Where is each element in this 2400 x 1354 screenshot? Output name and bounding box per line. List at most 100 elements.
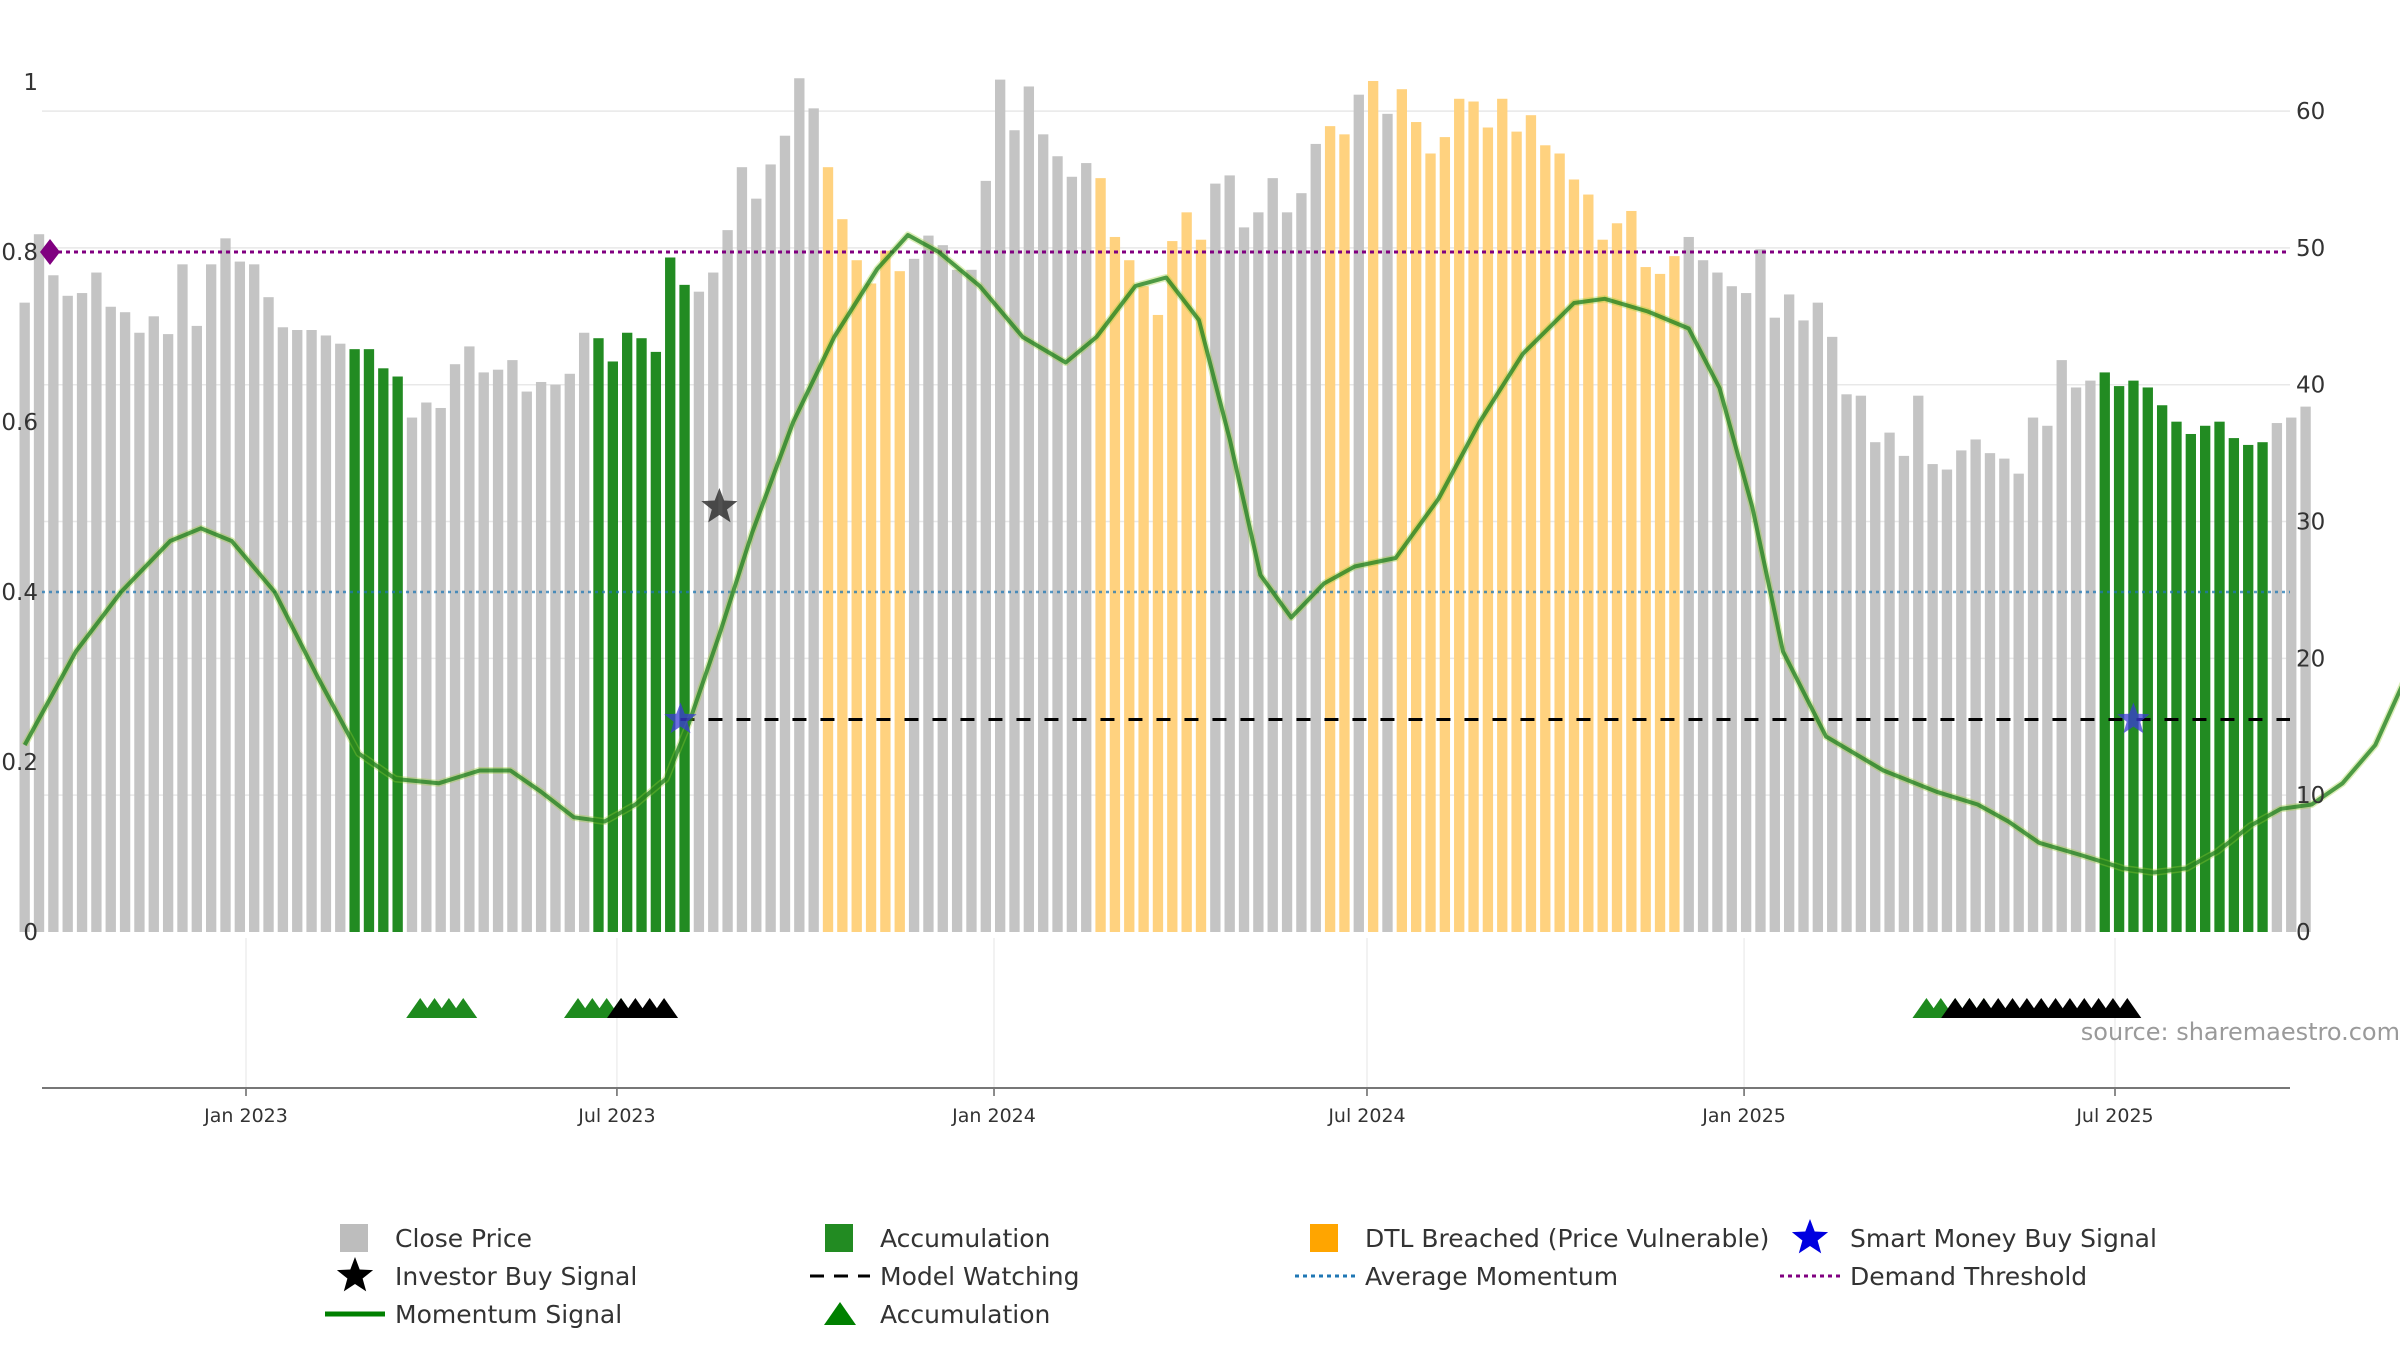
- price-bar: [622, 332, 633, 933]
- price-bar: [91, 272, 102, 932]
- y-right-tick-label: 30: [2296, 510, 2325, 536]
- price-bar: [320, 335, 332, 932]
- lower-panel: [406, 998, 2142, 1018]
- accumulation-triangle-black: [650, 998, 679, 1018]
- price-bar: [1296, 193, 1307, 932]
- price-bar: [923, 235, 934, 932]
- price-bar: [2027, 417, 2039, 933]
- price-bar: [1927, 464, 1938, 932]
- price-bar: [1540, 145, 1551, 932]
- x-tick-label: Jul 2025: [2075, 1105, 2153, 1127]
- investor-star: [701, 488, 738, 523]
- price-bar: [1683, 236, 1694, 933]
- price-bar: [2300, 406, 2311, 933]
- price-bar: [1482, 127, 1494, 932]
- price-bar: [1769, 317, 1780, 932]
- price-bar: [1095, 178, 1106, 932]
- price-bar: [234, 261, 246, 932]
- price-bar: [335, 343, 346, 932]
- price-bar: [191, 325, 202, 932]
- price-bar: [2200, 425, 2211, 932]
- price-bar: [851, 260, 862, 932]
- price-bar: [2013, 473, 2024, 932]
- price-bar: [1913, 395, 1924, 932]
- price-bar: [751, 198, 762, 932]
- price-bar: [292, 330, 303, 932]
- price-bar: [1798, 320, 1809, 932]
- price-bar: [550, 384, 561, 932]
- price-bar: [765, 164, 776, 932]
- price-bar: [1941, 469, 1953, 932]
- price-bar: [1626, 210, 1637, 932]
- x-tick-label: Jul 2023: [577, 1105, 655, 1127]
- axes: 0 10 20 30 40 50 60 0 0.2 0.4 0.6 0.8 1 Jan 2023 Jul 2…: [1, 70, 2325, 1127]
- smart-money-star: [2117, 702, 2150, 734]
- price-bar: [1497, 98, 1508, 932]
- price-bar: [1884, 432, 1895, 932]
- legend-label: Accumulation: [880, 1224, 1050, 1253]
- price-bar: [736, 167, 748, 932]
- price-bar: [1726, 286, 1737, 933]
- price-bar: [2085, 380, 2096, 932]
- price-bar: [2185, 433, 2196, 932]
- price-bar: [1712, 272, 1723, 932]
- price-bar: [1038, 134, 1049, 933]
- price-bar: [464, 346, 475, 932]
- price-bar: [421, 402, 432, 932]
- price-bar: [1124, 260, 1135, 932]
- price-bar: [1870, 442, 1881, 932]
- price-bar: [1367, 80, 1379, 932]
- y-left-tick-label: 0.4: [1, 580, 38, 606]
- price-bar: [1138, 286, 1149, 933]
- price-bar: [1281, 212, 1293, 932]
- source-label: source: sharemaestro.com: [2081, 1018, 2400, 1046]
- price-bar: [607, 361, 618, 933]
- price-bar: [1812, 302, 1824, 932]
- price-bar: [2042, 425, 2053, 932]
- y-right-tick-label: 40: [2296, 373, 2325, 399]
- price-bar: [148, 316, 159, 932]
- price-bar: [1023, 86, 1035, 933]
- price-bar: [937, 245, 948, 932]
- price-bar: [521, 391, 532, 932]
- price-bar: [794, 78, 805, 933]
- price-bar: [1109, 236, 1121, 933]
- price-bar: [1984, 453, 1996, 932]
- legend-label: Momentum Signal: [395, 1300, 622, 1329]
- x-tick-label: Jan 2023: [203, 1105, 288, 1127]
- x-tick-label: Jan 2024: [951, 1105, 1036, 1127]
- lines: [21, 231, 2400, 876]
- price-bar: [1697, 260, 1709, 932]
- price-bar: [2128, 380, 2139, 932]
- green-triangle-icon: [824, 1302, 856, 1325]
- price-bar: [1583, 194, 1594, 933]
- price-bar: [1439, 137, 1451, 932]
- price-bar: [722, 230, 733, 932]
- price-bar: [1468, 101, 1479, 933]
- price-bar: [1740, 293, 1752, 932]
- y-right-tick-label: 60: [2296, 99, 2325, 125]
- price-bar: [2271, 423, 2283, 932]
- y-right-tick-label: 0: [2296, 920, 2311, 946]
- price-bar: [1224, 175, 1235, 933]
- y-right-tick-label: 20: [2296, 646, 2325, 672]
- legend-label: Average Momentum: [1365, 1262, 1618, 1291]
- bars: [19, 78, 2311, 933]
- price-bar: [1195, 239, 1207, 932]
- price-bar: [392, 376, 403, 932]
- price-bar: [1181, 212, 1192, 932]
- legend-label: Smart Money Buy Signal: [1850, 1224, 2157, 1253]
- legend-label: Accumulation: [880, 1300, 1050, 1329]
- price-bar: [1052, 156, 1063, 932]
- legend-label: Model Watching: [880, 1262, 1080, 1291]
- price-bar: [636, 338, 647, 932]
- price-bar: [105, 306, 116, 932]
- price-bar: [1382, 113, 1393, 932]
- price-bar: [19, 302, 30, 932]
- demand-threshold-marker: [40, 239, 60, 265]
- price-bar: [2171, 421, 2182, 932]
- price-bar: [665, 257, 676, 933]
- markers: [664, 488, 2150, 734]
- price-bar: [1669, 256, 1680, 933]
